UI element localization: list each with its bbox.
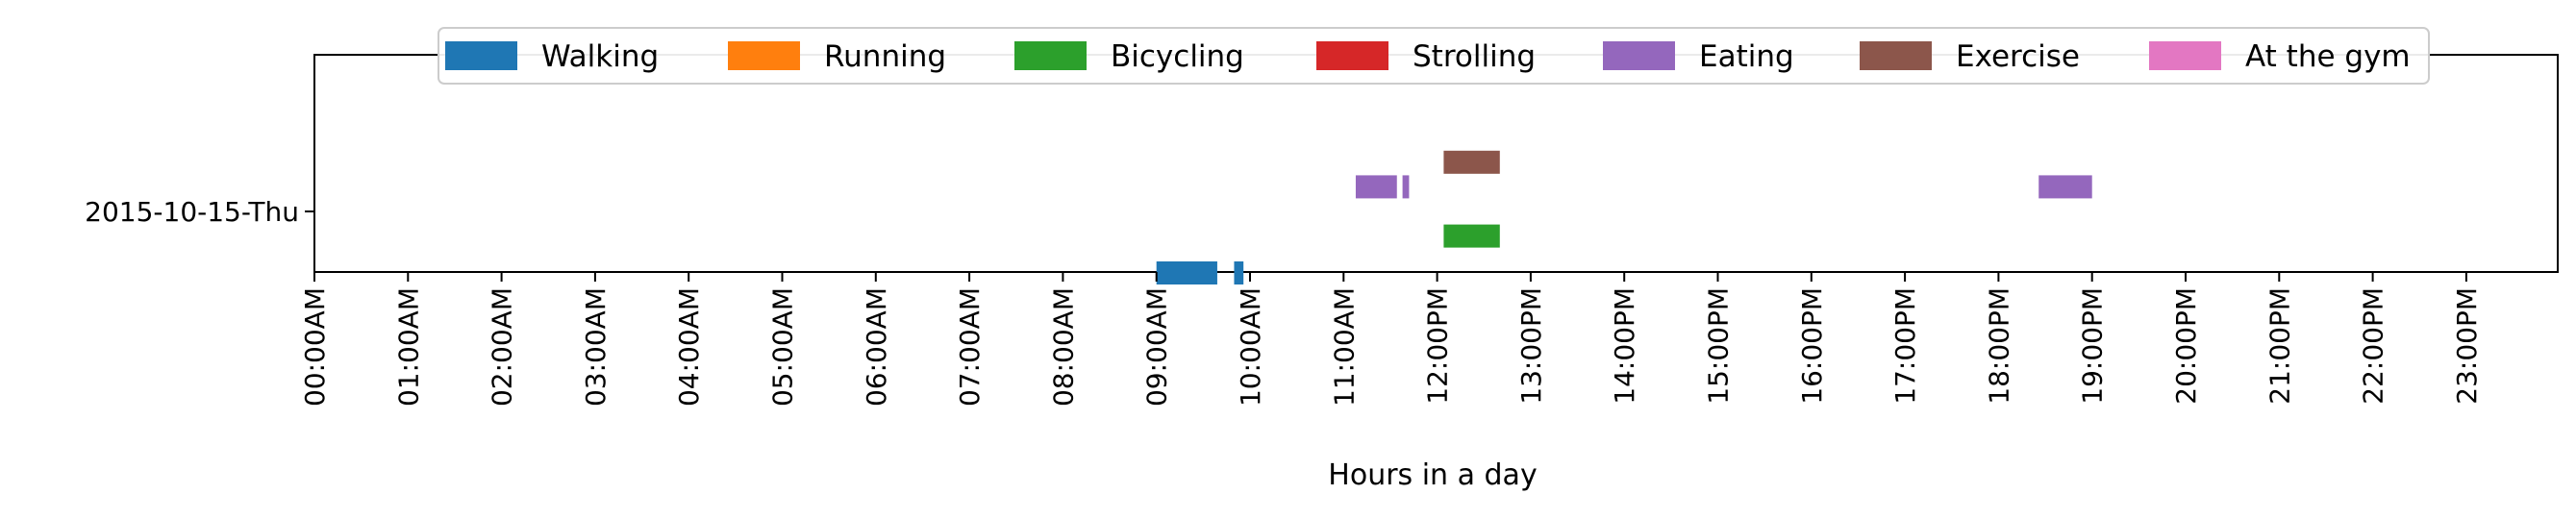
x-tick-label: 09:00AM bbox=[1141, 287, 1173, 407]
x-tick-label: 17:00PM bbox=[1889, 287, 1921, 405]
legend-swatch-running bbox=[728, 41, 800, 70]
x-axis-label: Hours in a day bbox=[1328, 458, 1537, 492]
legend-label: At the gym bbox=[2245, 39, 2411, 74]
legend-label: Exercise bbox=[1956, 39, 2080, 74]
x-tick-label: 01:00AM bbox=[392, 287, 424, 407]
x-tick-label: 21:00PM bbox=[2263, 287, 2295, 405]
x-tick-label: 00:00AM bbox=[299, 287, 331, 407]
legend-swatch-eating bbox=[1603, 41, 1675, 70]
legend-label: Bicycling bbox=[1111, 39, 1244, 74]
y-tick-label: 2015-10-15-Thu bbox=[85, 196, 299, 228]
legend-label: Strolling bbox=[1413, 39, 1536, 74]
legend-swatch-bicycling bbox=[1014, 41, 1087, 70]
bar-eating-1 bbox=[1355, 175, 1397, 199]
legend-swatch-walking bbox=[445, 41, 517, 70]
legend-swatch-at-the-gym bbox=[2149, 41, 2221, 70]
legend-swatch-exercise bbox=[1860, 41, 1932, 70]
x-tick-label: 20:00PM bbox=[2170, 287, 2202, 405]
x-tick-label: 08:00AM bbox=[1047, 287, 1079, 407]
x-tick-label: 16:00PM bbox=[1796, 287, 1828, 405]
x-tick-label: 14:00PM bbox=[1609, 287, 1640, 405]
x-tick-label: 15:00PM bbox=[1703, 287, 1735, 405]
bar-exercise-1 bbox=[1443, 150, 1500, 174]
legend: Walking Running Bicycling Strolling Eating Ex… bbox=[438, 27, 2430, 85]
bar-eating-3 bbox=[2038, 175, 2092, 199]
x-tick-label: 13:00PM bbox=[1515, 287, 1547, 405]
bar-walking-2 bbox=[1234, 261, 1244, 284]
x-tick-label: 11:00AM bbox=[1328, 287, 1360, 407]
plot-frame bbox=[313, 54, 2559, 273]
x-tick-label: 12:00PM bbox=[1422, 287, 1454, 405]
bar-walking-1 bbox=[1156, 261, 1217, 284]
x-tick-label: 23:00PM bbox=[2451, 287, 2483, 405]
x-tick-label: 06:00AM bbox=[861, 287, 892, 407]
legend-label: Eating bbox=[1699, 39, 1794, 74]
x-tick-label: 02:00AM bbox=[487, 287, 518, 407]
x-tick-label: 05:00AM bbox=[767, 287, 799, 407]
legend-label: Walking bbox=[541, 39, 659, 74]
x-tick-label: 22:00PM bbox=[2358, 287, 2389, 405]
x-tick-label: 10:00AM bbox=[1235, 287, 1266, 407]
x-axis: 00:00AM 01:00AM 02:00AM 03:00AM 04:00AM 05:00… bbox=[299, 272, 2483, 407]
activity-bars bbox=[1156, 150, 2092, 284]
y-axis: 2015-10-15-Thu bbox=[85, 196, 314, 228]
legend-label: Running bbox=[824, 39, 946, 74]
x-tick-label: 07:00AM bbox=[954, 287, 986, 407]
plot-area bbox=[313, 54, 2559, 273]
legend-swatch-strolling bbox=[1316, 41, 1388, 70]
x-tick-label: 19:00PM bbox=[2077, 287, 2109, 405]
x-tick-label: 03:00AM bbox=[580, 287, 612, 407]
x-tick-label: 18:00PM bbox=[1983, 287, 2014, 405]
x-tick-label: 04:00AM bbox=[673, 287, 705, 407]
bar-bicycling-1 bbox=[1443, 224, 1500, 248]
bar-eating-2 bbox=[1402, 175, 1410, 199]
